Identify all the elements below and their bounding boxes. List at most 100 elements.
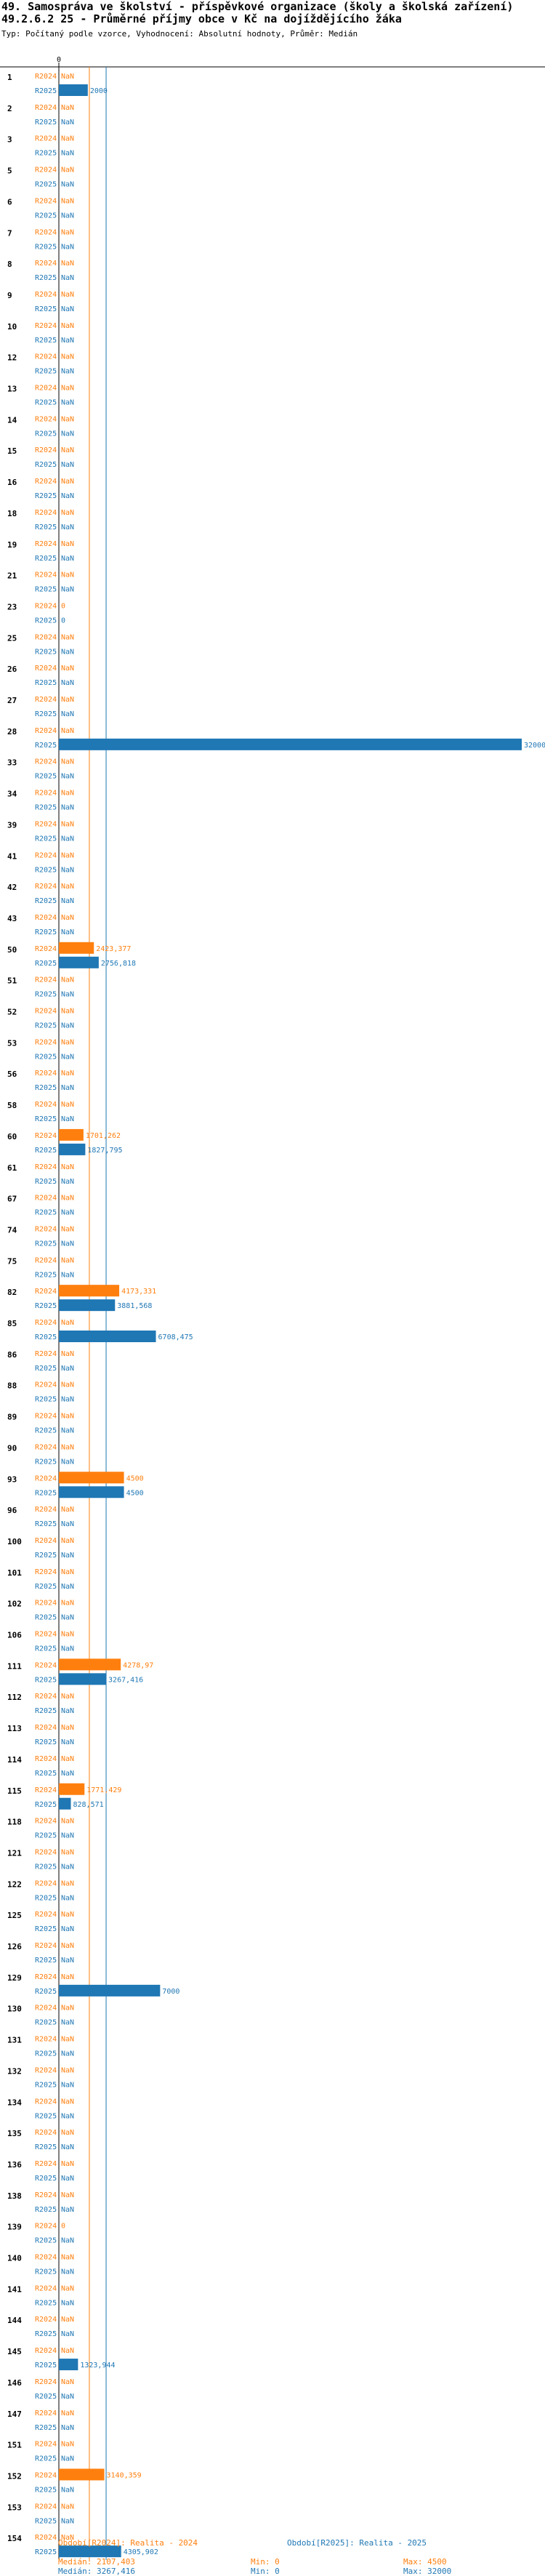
value-label-r2025: NaN [61, 1770, 74, 1778]
category-label: 145 [7, 2347, 22, 2356]
value-label-r2024: NaN [61, 166, 74, 174]
value-label-r2024: NaN [61, 851, 74, 859]
series-label-r2025: R2025 [35, 804, 57, 812]
series-label-r2024: R2024 [35, 1724, 57, 1732]
value-label-r2025: NaN [61, 710, 74, 718]
series-label-r2024: R2024 [35, 758, 57, 766]
value-label-r2025: NaN [61, 586, 74, 594]
value-label-r2024: NaN [61, 2005, 74, 2013]
category-label: 15 [7, 446, 17, 456]
category-label: 16 [7, 478, 17, 487]
series-label-r2024: R2024 [35, 1195, 57, 1203]
series-label-r2025: R2025 [35, 710, 57, 718]
value-label-r2025: NaN [61, 555, 74, 563]
value-label-r2024: NaN [61, 2254, 74, 2262]
value-label-r2024: 2423,377 [96, 945, 131, 953]
series-label-r2025: R2025 [35, 555, 57, 563]
value-label-r2024: NaN [61, 2503, 74, 2511]
value-label-r2024: NaN [61, 883, 74, 891]
series-label-r2024: R2024 [35, 2347, 57, 2355]
category-label: 61 [7, 1163, 17, 1173]
legend-r2024-max: Max: 4500 [403, 2557, 447, 2567]
value-label-r2024: 1771,429 [86, 1786, 121, 1794]
value-label-r2024: NaN [61, 1225, 74, 1233]
series-label-r2025: R2025 [35, 648, 57, 656]
series-label-r2025: R2025 [35, 337, 57, 345]
series-label-r2024: R2024 [35, 1381, 57, 1389]
value-label-r2024: NaN [61, 1038, 74, 1046]
value-label-r2024: NaN [61, 2098, 74, 2106]
series-label-r2024: R2024 [35, 1631, 57, 1639]
series-label-r2024: R2024 [35, 1256, 57, 1264]
value-label-r2025: NaN [61, 2517, 74, 2525]
category-label: 25 [7, 633, 17, 643]
value-label-r2024: NaN [61, 2036, 74, 2044]
category-label: 101 [7, 1568, 22, 1578]
series-label-r2024: R2024 [35, 1132, 57, 1140]
value-label-r2024: NaN [61, 1381, 74, 1389]
value-label-r2024: NaN [61, 104, 74, 112]
value-label-r2025: NaN [61, 1053, 74, 1061]
category-label: 140 [7, 2254, 22, 2263]
series-label-r2024: R2024 [35, 633, 57, 641]
legend-r2025-median: Medián: 3267,416 [58, 2567, 135, 2576]
bar-r2025 [59, 1673, 107, 1685]
category-label: 144 [7, 2316, 22, 2325]
value-label-r2025: NaN [61, 1894, 74, 1902]
value-label-r2025: NaN [61, 274, 74, 282]
series-label-r2024: R2024 [35, 1661, 57, 1669]
series-label-r2025: R2025 [35, 1084, 57, 1092]
value-label-r2025: NaN [61, 337, 74, 345]
category-label: 5 [7, 166, 12, 176]
value-label-r2025: NaN [61, 991, 74, 999]
value-label-r2024: NaN [61, 1631, 74, 1639]
category-label: 82 [7, 1288, 17, 1297]
value-label-r2024: NaN [61, 1879, 74, 1887]
value-label-r2025: NaN [61, 399, 74, 407]
series-label-r2025: R2025 [35, 1458, 57, 1466]
value-label-r2025: NaN [61, 2175, 74, 2183]
value-label-r2024: NaN [61, 914, 74, 922]
series-label-r2025: R2025 [35, 1302, 57, 1310]
series-label-r2024: R2024 [35, 1973, 57, 1981]
series-label-r2024: R2024 [35, 291, 57, 299]
category-label: 74 [7, 1225, 17, 1235]
series-label-r2025: R2025 [35, 150, 57, 158]
series-label-r2024: R2024 [35, 945, 57, 953]
value-label-r2024: NaN [61, 1195, 74, 1203]
series-label-r2024: R2024 [35, 914, 57, 922]
value-label-r2025: NaN [61, 2206, 74, 2214]
series-label-r2024: R2024 [35, 1818, 57, 1826]
category-label: 89 [7, 1413, 17, 1422]
value-label-r2024: NaN [61, 1256, 74, 1264]
series-label-r2025: R2025 [35, 305, 57, 313]
category-label: 139 [7, 2223, 22, 2232]
series-label-r2025: R2025 [35, 2362, 57, 2370]
series-label-r2025: R2025 [35, 1583, 57, 1591]
category-label: 151 [7, 2441, 22, 2450]
series-label-r2024: R2024 [35, 197, 57, 205]
series-label-r2024: R2024 [35, 2036, 57, 2044]
value-label-r2025: NaN [61, 773, 74, 781]
category-label: 75 [7, 1256, 17, 1266]
value-label-r2024: NaN [61, 73, 74, 81]
series-label-r2024: R2024 [35, 571, 57, 579]
value-label-r2024: NaN [61, 2191, 74, 2199]
series-label-r2025: R2025 [35, 430, 57, 438]
value-label-r2025: NaN [61, 1583, 74, 1591]
series-label-r2024: R2024 [35, 1755, 57, 1763]
bar-r2025 [59, 2359, 78, 2371]
series-label-r2025: R2025 [35, 2486, 57, 2494]
value-label-r2025: NaN [61, 648, 74, 656]
value-label-r2025: NaN [61, 1178, 74, 1186]
series-label-r2025: R2025 [35, 1520, 57, 1528]
series-label-r2024: R2024 [35, 260, 57, 268]
series-label-r2024: R2024 [35, 2441, 57, 2449]
series-label-r2025: R2025 [35, 1240, 57, 1248]
series-label-r2024: R2024 [35, 73, 57, 81]
series-label-r2024: R2024 [35, 1568, 57, 1576]
series-label-r2025: R2025 [35, 1427, 57, 1435]
category-label: 135 [7, 2129, 22, 2138]
category-label: 134 [7, 2098, 22, 2107]
series-label-r2025: R2025 [35, 492, 57, 500]
